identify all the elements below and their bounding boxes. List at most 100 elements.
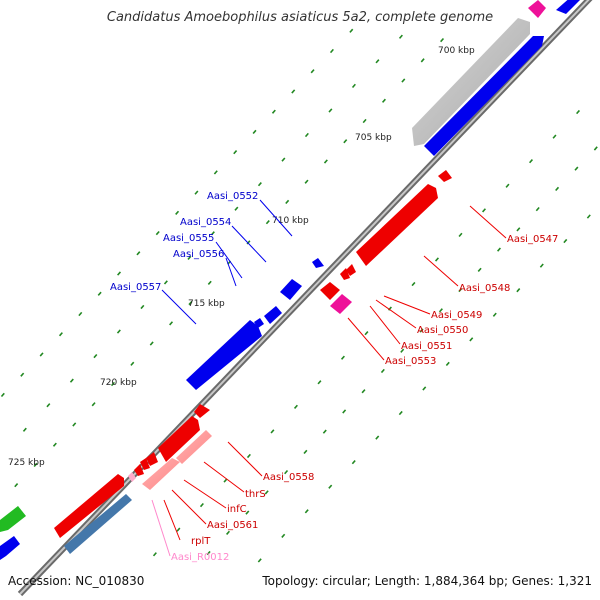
gene-thrS-fade-block[interactable]	[176, 430, 212, 464]
forward-strand-track	[0, 0, 582, 560]
label-aasi-0552[interactable]: Aasi_0552	[207, 191, 258, 202]
gene-rplT-block[interactable]	[134, 464, 144, 476]
gene-rna0012-block[interactable]	[128, 472, 136, 482]
gc-mark	[140, 304, 145, 310]
gc-mark	[535, 207, 540, 212]
gc-mark	[329, 48, 334, 54]
gc-mark	[539, 263, 544, 268]
gc-mark	[310, 69, 315, 74]
label-aasi-0550[interactable]: Aasi_0550	[417, 325, 468, 336]
gc-mark	[152, 552, 157, 557]
gc-mark	[33, 462, 38, 468]
gene-thrS-block[interactable]	[158, 416, 200, 462]
gc-mark	[246, 240, 251, 245]
label-infC[interactable]: infC	[227, 504, 247, 515]
gc-mark	[20, 372, 25, 377]
gc-mark	[477, 267, 482, 272]
gc-mark	[110, 381, 115, 387]
gene-steel-lower-left[interactable]	[64, 494, 132, 554]
gc-mark	[362, 118, 367, 124]
gc-mark	[317, 380, 322, 385]
gene-aasi-0558-block[interactable]	[194, 404, 210, 418]
gc-mark	[281, 157, 286, 162]
gene-block-outer-blue[interactable]	[424, 36, 544, 156]
gene-blue-left[interactable]	[0, 536, 20, 560]
label-rplT[interactable]: rplT	[191, 536, 211, 547]
label-aasi-0553[interactable]: Aasi_0553	[385, 356, 436, 367]
gc-mark	[226, 530, 231, 535]
gc-mark	[22, 427, 27, 432]
gc-mark	[343, 139, 348, 144]
gc-mark	[245, 510, 250, 515]
gene-aasi-0548-block[interactable]	[356, 184, 438, 266]
gc-mark	[78, 311, 83, 317]
gc-mark	[233, 150, 238, 155]
gc-content-marks	[0, 28, 598, 563]
gene-aasi-0549-block[interactable]	[346, 264, 356, 276]
gc-mark	[440, 37, 445, 43]
gene-aasi-0561-block[interactable]	[140, 458, 150, 470]
gene-blue-top[interactable]	[556, 0, 582, 14]
tick-725kbp: 725 kbp	[8, 458, 45, 468]
label-aasi-r0012[interactable]: Aasi_R0012	[171, 552, 229, 563]
label-aasi-0551[interactable]: Aasi_0551	[401, 341, 452, 352]
gc-mark	[304, 132, 309, 138]
gene-red-fade-block[interactable]	[142, 458, 180, 490]
topology-summary-text: Topology: circular; Length: 1,884,364 bp…	[262, 574, 592, 588]
map-title: Candidatus Amoebophilus asiaticus 5a2, c…	[106, 10, 494, 25]
label-aasi-0556[interactable]: Aasi_0556	[173, 249, 224, 260]
gene-aasi-0550-block[interactable]	[340, 268, 350, 280]
gene-aasi-0552-block[interactable]	[312, 258, 324, 268]
gene-green-left[interactable]	[0, 506, 26, 532]
label-aasi-0555[interactable]: Aasi_0555	[163, 233, 214, 244]
reverse-strand-track	[54, 170, 452, 554]
gc-mark	[176, 527, 181, 532]
gc-mark	[420, 58, 425, 63]
gene-aasi-0555-block[interactable]	[264, 306, 282, 324]
gc-mark	[116, 329, 121, 334]
gc-mark	[58, 332, 63, 337]
gene-aasi-0557-block[interactable]	[186, 320, 262, 390]
gene-infC-block[interactable]	[146, 452, 158, 466]
accession-text: Accession: NC_010830	[8, 574, 145, 588]
tick-715kbp: 715 kbp	[188, 299, 225, 309]
gc-mark	[586, 214, 591, 219]
gene-red-lower-left[interactable]	[54, 474, 124, 538]
tick-700kbp: 700 kbp	[438, 46, 475, 56]
gc-mark	[246, 453, 251, 459]
gc-mark	[91, 402, 96, 407]
gc-mark	[304, 179, 309, 184]
gc-mark	[505, 183, 510, 188]
gc-mark	[293, 404, 298, 409]
gc-mark	[340, 355, 345, 360]
label-aasi-0549[interactable]: Aasi_0549	[431, 310, 482, 321]
label-aasi-0558[interactable]: Aasi_0558	[263, 472, 314, 483]
label-aasi-0548[interactable]: Aasi_0548	[459, 283, 510, 294]
gene-aasi-0554-block[interactable]	[280, 279, 302, 300]
label-aasi-0554[interactable]: Aasi_0554	[180, 217, 231, 228]
gene-aasi-0553-block[interactable]	[330, 294, 352, 314]
gene-aasi-0551-block[interactable]	[320, 282, 340, 300]
gc-mark	[281, 533, 286, 538]
label-thrS[interactable]: thrS	[245, 489, 266, 500]
forward-gene-labels: Aasi_0552 Aasi_0554 Aasi_0555 Aasi_0556 …	[110, 191, 293, 325]
gc-mark	[234, 206, 239, 211]
gc-mark	[0, 392, 5, 398]
gc-mark	[270, 429, 275, 434]
gc-mark	[398, 410, 403, 416]
gc-mark	[265, 220, 270, 225]
gene-pink-top[interactable]	[528, 0, 546, 18]
label-aasi-0547[interactable]: Aasi_0547	[507, 234, 558, 245]
gene-aasi-0547-block[interactable]	[438, 170, 452, 182]
gc-mark	[187, 255, 192, 260]
gene-block-outer-grey[interactable]	[412, 18, 530, 146]
label-aasi-0557[interactable]: Aasi_0557	[110, 282, 161, 293]
gc-mark	[69, 378, 74, 383]
label-aasi-0561[interactable]: Aasi_0561	[207, 520, 258, 531]
gc-mark	[257, 182, 262, 187]
gc-mark	[422, 386, 427, 391]
gc-mark	[52, 442, 57, 447]
gc-mark	[328, 484, 333, 489]
gc-mark	[400, 348, 405, 353]
